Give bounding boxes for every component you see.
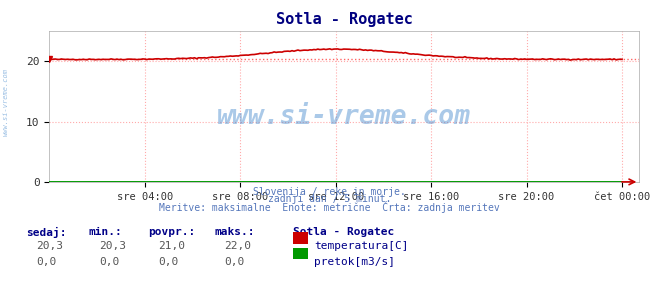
Text: pretok[m3/s]: pretok[m3/s] [314, 257, 395, 266]
Text: Sotla - Rogatec: Sotla - Rogatec [293, 227, 395, 237]
Text: www.si-vreme.com: www.si-vreme.com [217, 104, 471, 130]
Text: povpr.:: povpr.: [148, 227, 196, 237]
Text: zadnji dan / 5 minut.: zadnji dan / 5 minut. [268, 194, 391, 204]
Text: maks.:: maks.: [214, 227, 254, 237]
Text: 0,0: 0,0 [36, 257, 57, 266]
Text: 20,3: 20,3 [99, 241, 126, 251]
Text: 0,0: 0,0 [158, 257, 179, 266]
Text: Slovenija / reke in morje.: Slovenija / reke in morje. [253, 187, 406, 197]
Text: 0,0: 0,0 [224, 257, 244, 266]
Text: 21,0: 21,0 [158, 241, 185, 251]
Text: 20,3: 20,3 [36, 241, 63, 251]
Title: Sotla - Rogatec: Sotla - Rogatec [276, 12, 413, 27]
Text: 0,0: 0,0 [99, 257, 119, 266]
Text: min.:: min.: [89, 227, 123, 237]
Text: temperatura[C]: temperatura[C] [314, 241, 409, 251]
Text: www.si-vreme.com: www.si-vreme.com [2, 67, 9, 136]
Text: sedaj:: sedaj: [26, 227, 67, 238]
Text: Meritve: maksimalne  Enote: metrične  Črta: zadnja meritev: Meritve: maksimalne Enote: metrične Črta… [159, 201, 500, 213]
Text: 22,0: 22,0 [224, 241, 251, 251]
